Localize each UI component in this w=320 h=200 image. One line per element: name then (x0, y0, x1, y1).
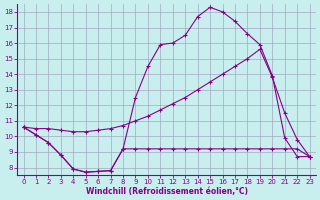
X-axis label: Windchill (Refroidissement éolien,°C): Windchill (Refroidissement éolien,°C) (85, 187, 248, 196)
